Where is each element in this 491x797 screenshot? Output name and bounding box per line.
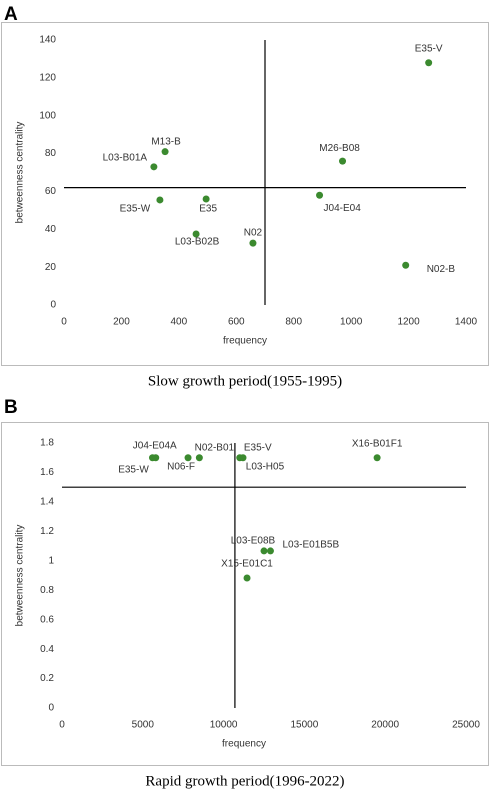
y-axis-label: betweenness centrality — [15, 525, 26, 627]
caption: Rapid growth period(1996-2022) — [145, 773, 344, 789]
point — [339, 157, 347, 165]
point-label: N02-B01 — [195, 442, 235, 453]
y-tick-label: 0.4 — [40, 644, 54, 655]
point-label: M13-B — [151, 136, 181, 147]
y-tick-label: 1.6 — [40, 467, 54, 478]
point-label: L03-E08B — [231, 536, 276, 547]
x-tick-label: 0 — [59, 720, 65, 731]
point-label: E35 — [199, 204, 217, 215]
point-label: L03-H05 — [246, 461, 285, 472]
x-axis-label: frequency — [222, 739, 266, 750]
point — [243, 574, 251, 582]
x-tick-label: 400 — [171, 317, 188, 328]
y-tick-label: 0 — [48, 703, 54, 714]
x-tick-label: 600 — [228, 317, 245, 328]
point — [249, 239, 257, 247]
point — [195, 454, 203, 462]
y-tick-label: 1 — [48, 555, 54, 566]
point-label: E35-V — [415, 43, 443, 54]
point-label: X15-E01C1 — [221, 559, 273, 570]
y-tick-label: 80 — [45, 148, 57, 159]
panel-frame — [1, 422, 489, 766]
point — [161, 148, 169, 156]
point — [148, 454, 156, 462]
caption: Slow growth period(1955-1995) — [148, 373, 342, 389]
point-label: L03-B01A — [103, 152, 148, 163]
y-tick-label: 60 — [45, 186, 57, 197]
point-label: J04-E04A — [133, 440, 177, 451]
panel-label: B — [4, 397, 18, 418]
y-tick-label: 20 — [45, 262, 57, 273]
point — [192, 230, 200, 238]
y-tick-label: 40 — [45, 224, 57, 235]
point — [239, 454, 247, 462]
x-tick-label: 10000 — [210, 720, 238, 731]
point — [425, 59, 433, 67]
y-tick-label: 0 — [50, 300, 56, 311]
point — [150, 163, 158, 171]
x-tick-label: 20000 — [371, 720, 399, 731]
y-tick-label: 140 — [39, 35, 56, 46]
x-tick-label: 1000 — [340, 317, 363, 328]
panel-frame — [1, 22, 489, 366]
point-label: L03-B02B — [175, 237, 220, 248]
x-tick-label: 1400 — [455, 317, 478, 328]
x-tick-label: 800 — [285, 317, 302, 328]
x-tick-label: 1200 — [397, 317, 420, 328]
y-tick-label: 0.6 — [40, 614, 54, 625]
x-tick-label: 25000 — [452, 720, 480, 731]
point-label: M26-B08 — [319, 143, 360, 154]
y-axis-label: betweenness centrality — [15, 122, 26, 224]
point-label: N02-B — [427, 264, 456, 275]
point — [266, 547, 274, 555]
y-tick-label: 1.4 — [40, 497, 54, 508]
point — [260, 547, 268, 555]
x-axis-label: frequency — [223, 336, 267, 347]
point-label: E35-W — [118, 464, 149, 475]
point-label: X16-B01F1 — [352, 438, 403, 449]
y-tick-label: 1.8 — [40, 438, 54, 449]
point-label: L03-E01B5B — [282, 540, 339, 551]
y-tick-label: 0.8 — [40, 585, 54, 596]
y-tick-label: 120 — [39, 72, 56, 83]
point — [373, 454, 381, 462]
point — [316, 191, 324, 199]
x-tick-label: 0 — [61, 317, 67, 328]
x-tick-label: 200 — [113, 317, 130, 328]
y-tick-label: 0.2 — [40, 673, 54, 684]
point — [402, 261, 410, 269]
point — [156, 196, 164, 204]
point-label: N06-F — [167, 461, 195, 472]
point — [184, 454, 192, 462]
x-tick-label: 15000 — [290, 720, 318, 731]
point-label: J04-E04 — [324, 203, 362, 214]
y-tick-label: 1.2 — [40, 526, 54, 537]
y-tick-label: 100 — [39, 110, 56, 121]
point-label: E35-V — [244, 442, 272, 453]
x-tick-label: 5000 — [132, 720, 155, 731]
point-label: E35-W — [120, 204, 151, 215]
point — [202, 195, 210, 203]
panel-label: A — [4, 4, 18, 25]
point-label: N02 — [244, 228, 263, 239]
